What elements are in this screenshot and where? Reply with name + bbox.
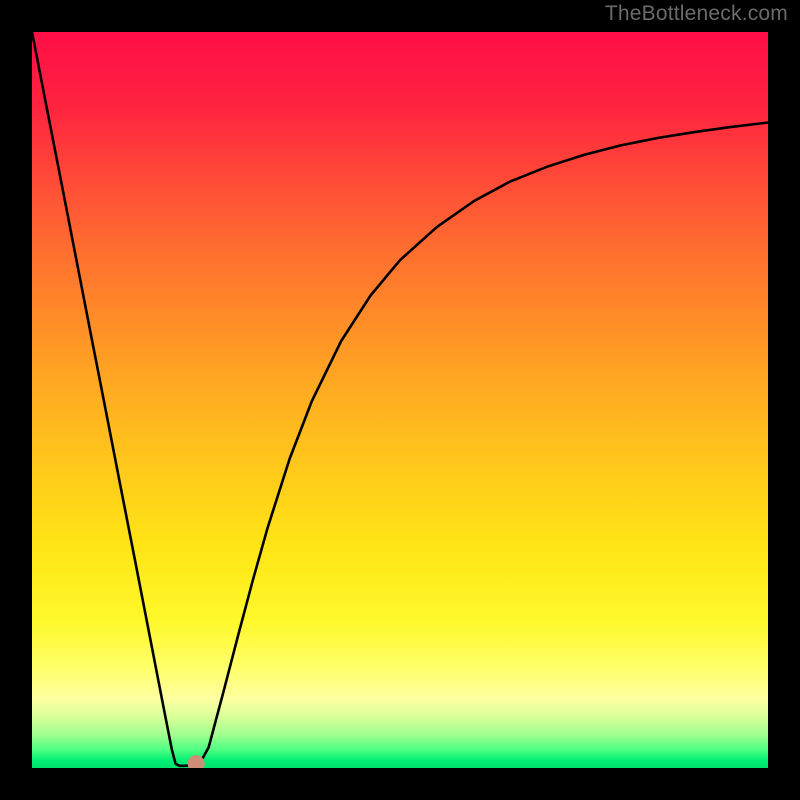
bottleneck-curve bbox=[32, 32, 768, 766]
plot-area bbox=[32, 32, 768, 768]
chart-frame: TheBottleneck.com bbox=[0, 0, 800, 800]
curve-layer bbox=[32, 32, 768, 768]
watermark-text: TheBottleneck.com bbox=[605, 2, 788, 26]
